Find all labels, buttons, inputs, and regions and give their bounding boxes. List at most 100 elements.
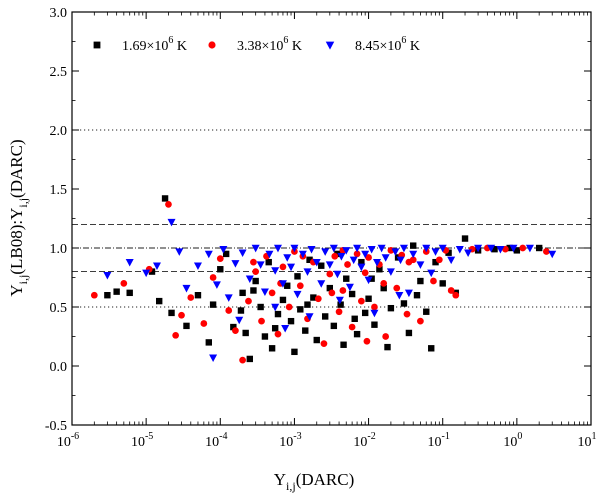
data-point [265,258,272,266]
data-point [333,270,342,279]
data-point [219,245,228,254]
legend-marker [93,41,101,49]
y-tick-label: 0.0 [50,360,68,375]
data-point [251,244,260,253]
x-tick-label: 10-5 [131,431,153,450]
data-point [513,247,521,254]
data-point [182,284,191,293]
data-point [245,297,252,305]
x-tick-label: 10-1 [428,431,450,450]
data-point [273,244,282,253]
data-point [285,303,293,311]
data-point [430,277,437,285]
data-point [125,258,134,267]
data-point [258,317,265,325]
data-point [142,269,151,278]
data-point [351,315,358,322]
data-point [104,292,111,299]
y-tick-label: 1.5 [50,183,68,198]
data-point [245,275,254,283]
data-point [193,262,202,271]
data-point [237,307,245,314]
data-point [525,244,534,253]
data-point [224,294,233,302]
data-point [335,296,344,305]
data-point [439,280,446,287]
data-point [216,255,224,262]
data-point [307,245,316,254]
legend-item: 1.69×106 K [93,35,187,54]
x-tick-label: 10-3 [279,431,301,450]
data-point [404,289,413,298]
data-point [348,323,356,331]
data-point [348,290,356,298]
data-point [491,245,498,253]
data-point [287,317,295,325]
x-axis-ticks: 10-6 10-5 10-4 10-3 10-2 10-1 100 101 [57,12,597,450]
data-point [246,355,253,363]
data-point [371,303,378,311]
data-point [317,280,326,288]
data-point [283,254,292,262]
data-point [90,291,98,299]
series-triangle-down [103,218,557,363]
data-point [265,250,274,259]
data-point [231,260,240,268]
data-point [423,308,430,315]
data-point [278,280,287,288]
data-point [321,248,330,256]
data-point [239,289,246,297]
data-point [417,277,424,285]
data-point [380,280,388,287]
x-tick-label: 100 [503,431,522,450]
data-point [548,250,557,259]
data-point [304,301,311,308]
data-point [400,300,408,307]
data-point [353,250,361,258]
data-point [399,244,408,253]
data-points [90,195,557,364]
data-point [509,244,518,253]
y-tick-label: 0.5 [50,301,68,316]
data-point [175,248,184,256]
data-point [353,330,361,338]
data-point [395,292,404,300]
legend-item: 3.38×106 K [208,35,302,54]
data-point [314,295,322,303]
data-point [290,244,299,253]
data-point [364,276,373,285]
data-point [445,249,452,256]
data-point [103,271,112,280]
y-tick-label: 2.0 [50,124,68,139]
data-point [294,273,301,280]
data-point [447,287,455,294]
data-point [349,256,358,265]
data-point [296,282,304,290]
data-point [393,284,401,292]
data-point [361,250,370,259]
data-point [318,262,325,269]
data-point [281,325,290,333]
data-point [271,267,280,275]
data-point [365,295,372,302]
data-point [405,258,413,266]
data-point [343,275,350,282]
data-point [279,296,287,304]
data-point [502,245,509,253]
data-point [377,244,386,253]
x-tick-label: 10-4 [205,431,227,450]
data-point [261,333,269,340]
data-point [386,268,395,276]
data-point [337,253,346,261]
legend-marker [325,41,335,50]
data-point [161,195,169,202]
data-point [209,274,217,281]
data-point [306,256,313,263]
data-point [365,254,372,261]
data-point [329,244,338,253]
data-point [238,249,247,258]
data-point [357,263,366,272]
data-point [335,308,343,316]
legend-marker [208,41,216,49]
data-point [252,268,260,275]
